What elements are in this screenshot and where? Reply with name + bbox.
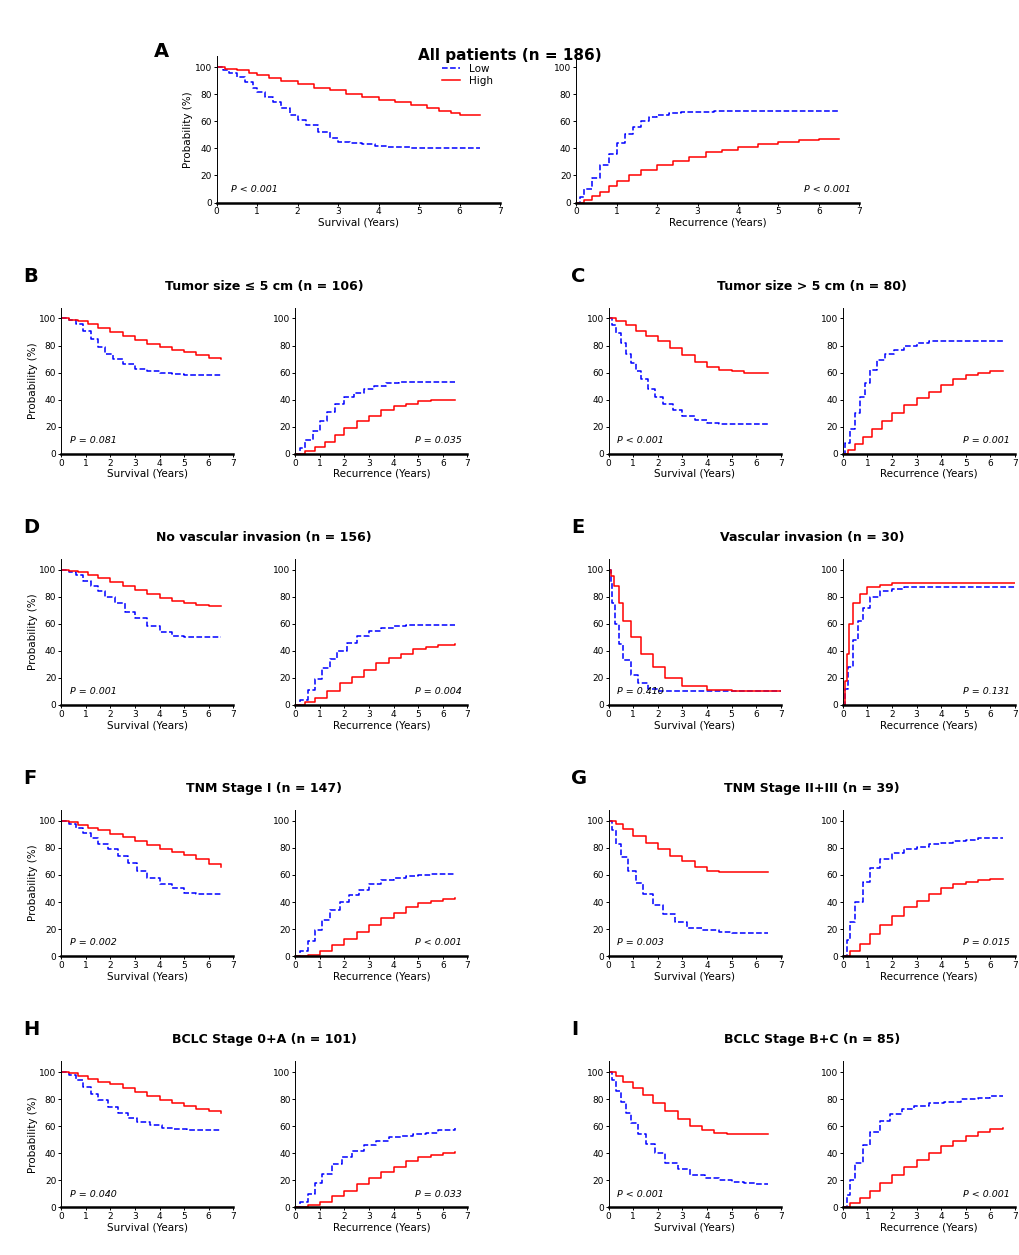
Text: BCLC Stage 0+A (n = 101): BCLC Stage 0+A (n = 101) — [171, 1033, 357, 1047]
Y-axis label: Probability (%): Probability (%) — [28, 845, 38, 921]
Text: Vascular invasion (n = 30): Vascular invasion (n = 30) — [718, 531, 903, 543]
Text: A: A — [154, 41, 169, 61]
Text: P = 0.035: P = 0.035 — [415, 435, 462, 446]
Text: P < 0.001: P < 0.001 — [616, 1190, 663, 1199]
X-axis label: Survival (Years): Survival (Years) — [107, 469, 187, 479]
Text: P < 0.001: P < 0.001 — [230, 184, 277, 193]
Text: All patients (n = 186): All patients (n = 186) — [418, 48, 601, 63]
X-axis label: Survival (Years): Survival (Years) — [653, 720, 735, 730]
Legend: Low, High: Low, High — [439, 61, 494, 88]
Text: Tumor size ≤ 5 cm (n = 106): Tumor size ≤ 5 cm (n = 106) — [165, 280, 363, 292]
Text: P = 0.015: P = 0.015 — [962, 939, 1009, 948]
Text: P < 0.001: P < 0.001 — [962, 1190, 1009, 1199]
X-axis label: Recurrence (Years): Recurrence (Years) — [332, 469, 430, 479]
Text: P = 0.410: P = 0.410 — [616, 688, 663, 697]
Y-axis label: Probability (%): Probability (%) — [28, 594, 38, 670]
Text: P = 0.081: P = 0.081 — [69, 435, 116, 446]
Text: P = 0.131: P = 0.131 — [962, 688, 1009, 697]
Text: D: D — [23, 518, 40, 537]
X-axis label: Recurrence (Years): Recurrence (Years) — [668, 218, 766, 227]
X-axis label: Survival (Years): Survival (Years) — [107, 971, 187, 981]
Text: P = 0.001: P = 0.001 — [962, 435, 1009, 446]
X-axis label: Survival (Years): Survival (Years) — [107, 720, 187, 730]
Text: BCLC Stage B+C (n = 85): BCLC Stage B+C (n = 85) — [722, 1033, 899, 1047]
X-axis label: Recurrence (Years): Recurrence (Years) — [332, 971, 430, 981]
Y-axis label: Probability (%): Probability (%) — [28, 1096, 38, 1172]
X-axis label: Recurrence (Years): Recurrence (Years) — [879, 469, 977, 479]
Text: P < 0.001: P < 0.001 — [616, 435, 663, 446]
X-axis label: Survival (Years): Survival (Years) — [107, 1222, 187, 1232]
Text: P = 0.040: P = 0.040 — [69, 1190, 116, 1199]
Text: P < 0.001: P < 0.001 — [415, 939, 462, 948]
Text: P = 0.002: P = 0.002 — [69, 939, 116, 948]
Text: E: E — [571, 518, 584, 537]
X-axis label: Survival (Years): Survival (Years) — [653, 469, 735, 479]
Y-axis label: Probability (%): Probability (%) — [183, 92, 193, 168]
Text: G: G — [571, 769, 586, 788]
Text: P = 0.001: P = 0.001 — [69, 688, 116, 697]
X-axis label: Recurrence (Years): Recurrence (Years) — [879, 720, 977, 730]
Text: No vascular invasion (n = 156): No vascular invasion (n = 156) — [156, 531, 372, 543]
Text: H: H — [23, 1020, 40, 1039]
Text: I: I — [571, 1020, 578, 1039]
Text: TNM Stage II+III (n = 39): TNM Stage II+III (n = 39) — [723, 782, 899, 794]
X-axis label: Recurrence (Years): Recurrence (Years) — [332, 720, 430, 730]
X-axis label: Survival (Years): Survival (Years) — [653, 1222, 735, 1232]
X-axis label: Recurrence (Years): Recurrence (Years) — [879, 1222, 977, 1232]
X-axis label: Recurrence (Years): Recurrence (Years) — [332, 1222, 430, 1232]
Text: P = 0.033: P = 0.033 — [415, 1190, 462, 1199]
Text: Tumor size > 5 cm (n = 80): Tumor size > 5 cm (n = 80) — [716, 280, 906, 292]
Text: TNM Stage I (n = 147): TNM Stage I (n = 147) — [186, 782, 342, 794]
X-axis label: Survival (Years): Survival (Years) — [318, 218, 398, 227]
Text: P = 0.003: P = 0.003 — [616, 939, 663, 948]
Text: P = 0.004: P = 0.004 — [415, 688, 462, 697]
Text: F: F — [23, 769, 37, 788]
X-axis label: Survival (Years): Survival (Years) — [653, 971, 735, 981]
X-axis label: Recurrence (Years): Recurrence (Years) — [879, 971, 977, 981]
Text: C: C — [571, 267, 585, 286]
Text: B: B — [23, 267, 38, 286]
Text: P < 0.001: P < 0.001 — [803, 184, 850, 193]
Y-axis label: Probability (%): Probability (%) — [28, 343, 38, 419]
